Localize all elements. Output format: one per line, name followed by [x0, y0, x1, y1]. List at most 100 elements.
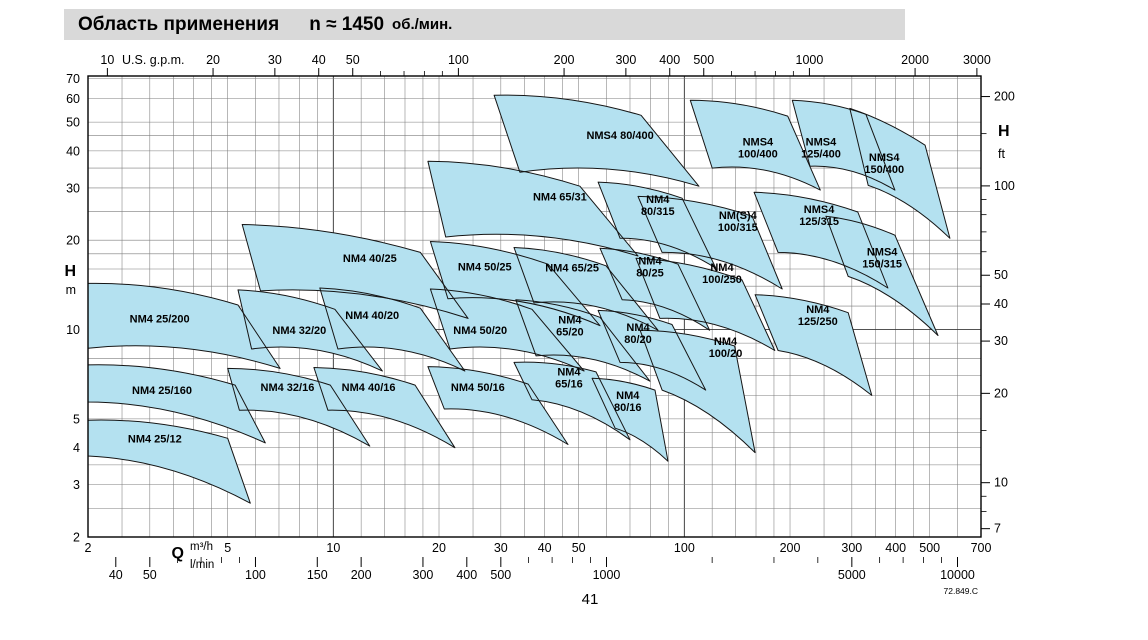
label-nm4-100-250: NM4: [710, 262, 734, 274]
svg-text:65/20: 65/20: [556, 327, 584, 339]
label-nm4-50-16: NM4 50/16: [451, 382, 505, 394]
svg-text:50: 50: [346, 53, 360, 67]
svg-text:3: 3: [73, 478, 80, 492]
label-nm4-25-200: NM4 25/200: [130, 313, 190, 325]
svg-text:100: 100: [245, 568, 266, 582]
svg-text:40: 40: [538, 541, 552, 555]
right-axis-ft: 200 100 50 40 30 20 10 7 Hft: [981, 90, 1015, 536]
pump-field-nm4-40-16: [313, 367, 455, 448]
label-nm4-32-16: NM4 32/16: [261, 382, 315, 394]
svg-text:4: 4: [73, 441, 80, 455]
svg-text:500: 500: [693, 53, 714, 67]
pump-field-nm4-65-31: [427, 161, 638, 256]
svg-text:100/400: 100/400: [738, 149, 778, 161]
plot-frame: [87, 75, 982, 538]
label-nm4-80-315: NM4: [646, 194, 670, 206]
label-nms4-150-315: NMS4: [867, 246, 898, 258]
svg-text:65/16: 65/16: [555, 378, 583, 390]
svg-text:500: 500: [490, 568, 511, 582]
svg-text:80/16: 80/16: [614, 402, 642, 414]
pump-fields-outline: [87, 94, 951, 504]
pump-field-nm4-65-20: [515, 299, 650, 382]
pump-field-nm4-32-20: [238, 289, 383, 371]
pump-field-labels: NM4 25/200 NM4 25/160 NM4 25/12 NM4 32/20 NM…: [128, 130, 904, 446]
pump-field-nms4-150-400: [849, 108, 950, 239]
pump-field-nm4-25-160: [88, 364, 266, 443]
svg-text:20: 20: [206, 53, 220, 67]
label-nm4-80-20: NM4: [626, 322, 650, 334]
label-nm4-40-20: NM4 40/20: [345, 310, 399, 322]
svg-text:200: 200: [780, 541, 801, 555]
svg-text:30: 30: [494, 541, 508, 555]
label-nms4-125-400: NMS4: [806, 137, 837, 149]
pump-field-nm4-50-16: [427, 366, 568, 445]
label-nms4-80-400: NMS4 80/400: [586, 130, 653, 142]
label-nm4-65-16: NM4: [557, 366, 581, 378]
svg-text:150/400: 150/400: [864, 164, 904, 176]
svg-text:50: 50: [143, 568, 157, 582]
svg-text:2000: 2000: [901, 53, 929, 67]
left-axis-m: 70 60 50 40 30 20 10 5 4 3 2 Hm: [64, 72, 80, 544]
bottom-axis-flow: 2 5 10 20 30 40 50 100 200 300 400 500 700 Q m³/h l/min…: [85, 541, 992, 582]
svg-text:80/315: 80/315: [641, 206, 675, 218]
svg-text:50: 50: [66, 116, 80, 130]
svg-text:200: 200: [554, 53, 575, 67]
svg-text:100: 100: [448, 53, 469, 67]
svg-text:300: 300: [615, 53, 636, 67]
top-axis-unit-label: U.S. g.p.m.: [122, 53, 185, 67]
label-nms4-100-400: NMS4: [743, 137, 774, 149]
svg-text:20: 20: [994, 386, 1008, 400]
svg-text:30: 30: [268, 53, 282, 67]
label-nm4-50-25: NM4 50/25: [458, 262, 512, 274]
right-axis-quantity-label: H: [998, 123, 1010, 140]
chart-title-bar: Область применения n ≈ 1450 об./мин.: [64, 9, 905, 40]
svg-text:300: 300: [841, 541, 862, 555]
svg-text:400: 400: [456, 568, 477, 582]
svg-text:700: 700: [971, 541, 992, 555]
flow-axis-unit-m3h: m³/h: [190, 541, 213, 553]
label-nm4-40-16: NM4 40/16: [342, 382, 396, 394]
label-nm4-32-20: NM4 32/20: [272, 325, 326, 337]
document-reference: 72.849.C: [943, 586, 979, 596]
svg-text:50: 50: [572, 541, 586, 555]
label-nm4-65-20: NM4: [558, 315, 582, 327]
label-nm4-25-12: NM4 25/12: [128, 433, 182, 445]
svg-text:100/20: 100/20: [709, 348, 743, 360]
svg-text:40: 40: [109, 568, 123, 582]
label-nm4-100-20: NM4: [714, 336, 738, 348]
page-number: 41: [581, 591, 599, 608]
svg-text:500: 500: [919, 541, 940, 555]
pump-field-nms4-150-315: [825, 216, 938, 336]
svg-text:30: 30: [994, 334, 1008, 348]
svg-text:5: 5: [224, 541, 231, 555]
svg-text:125/315: 125/315: [799, 216, 839, 228]
flow-axis-quantity-label: Q: [172, 545, 184, 562]
svg-text:1000: 1000: [593, 568, 621, 582]
pump-field-nm4-100-250: [636, 258, 775, 351]
pump-field-nms4-100-400: [690, 100, 821, 191]
top-axis-gpm: 10 20 30 40 50 100 200 300 400 500 1000 2000 3000 U.S…: [100, 53, 991, 76]
svg-text:10: 10: [326, 541, 340, 555]
pump-field-nm4-40-25: [242, 224, 469, 319]
rotation-speed: n ≈ 1450: [309, 13, 385, 35]
svg-text:2: 2: [73, 531, 80, 545]
svg-text:10: 10: [66, 323, 80, 337]
svg-text:200: 200: [351, 568, 372, 582]
label-nm4-40-25: NM4 40/25: [343, 253, 397, 265]
label-nm4-80-25: NM4: [638, 256, 662, 268]
page-title: Область применения: [78, 13, 280, 35]
left-axis-quantity-label: H: [64, 263, 76, 280]
svg-text:100: 100: [994, 179, 1015, 193]
pump-field-nm4-80-16: [592, 378, 668, 462]
svg-text:2: 2: [85, 541, 92, 555]
svg-text:70: 70: [66, 72, 80, 86]
svg-text:40: 40: [312, 53, 326, 67]
svg-text:30: 30: [66, 181, 80, 195]
pump-field-nms4-80-400: [494, 95, 699, 187]
pump-field-nm4-25-200: [88, 283, 281, 369]
svg-text:20: 20: [66, 234, 80, 248]
svg-text:50: 50: [994, 268, 1008, 282]
svg-text:80/25: 80/25: [636, 268, 664, 280]
svg-text:40: 40: [66, 144, 80, 158]
